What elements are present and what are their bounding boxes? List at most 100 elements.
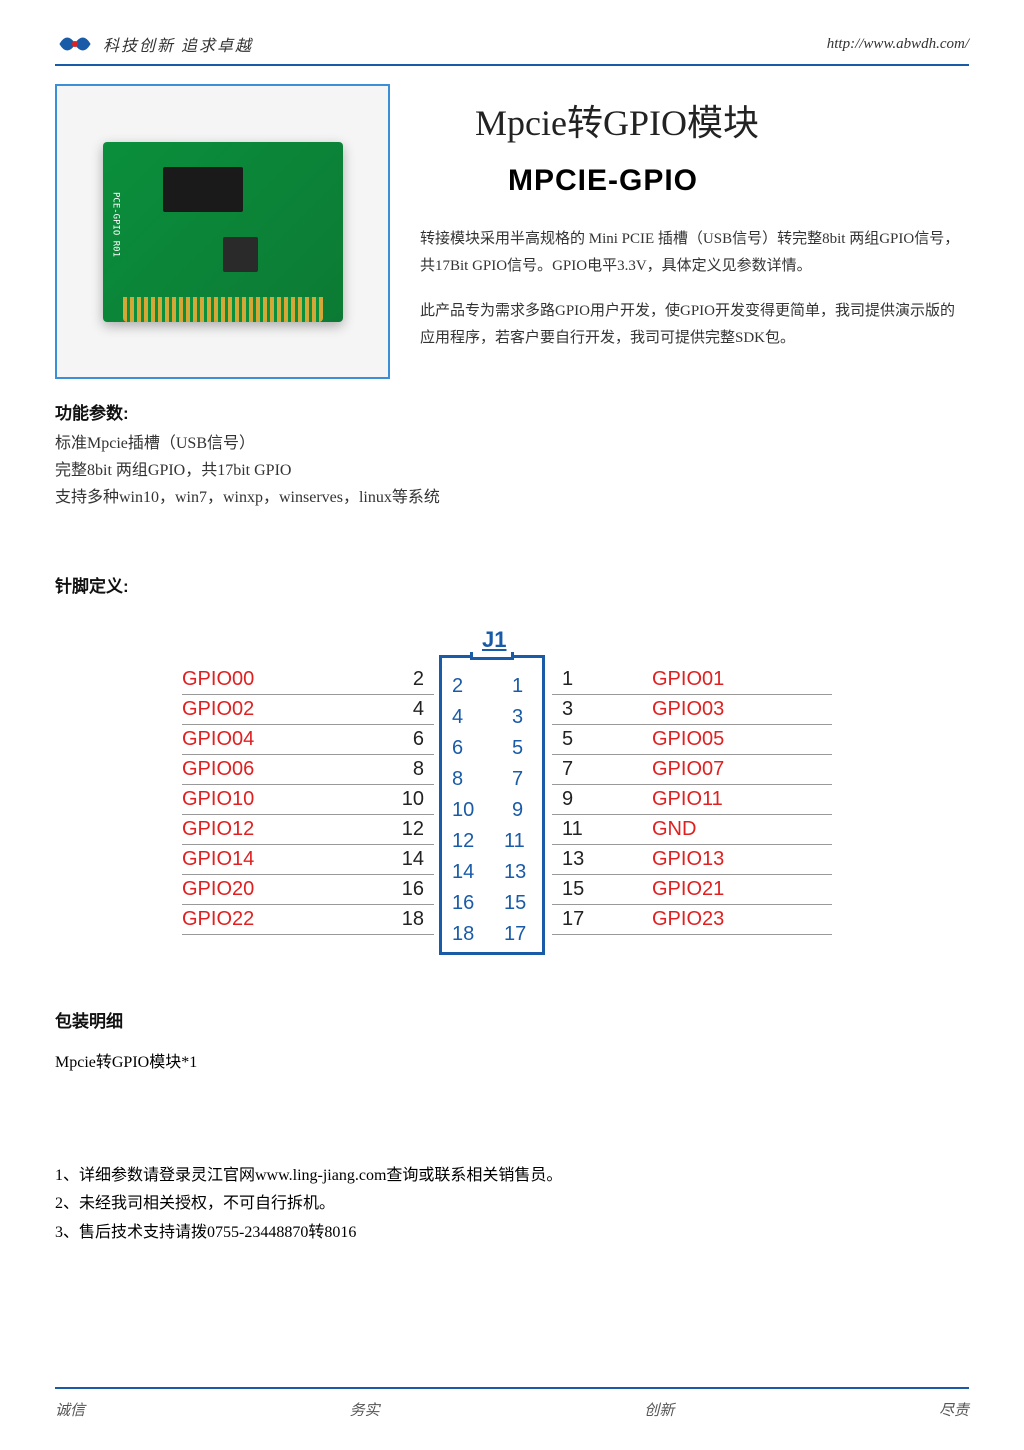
pin-row: 11GND <box>552 815 832 845</box>
pin-name: GPIO07 <box>652 758 724 781</box>
pin-number: 1 <box>562 668 592 691</box>
pin-name: GPIO12 <box>182 818 254 841</box>
specs-block: 标准Mpcie插槽（USB信号） 完整8bit 两组GPIO，共17bit GP… <box>55 430 969 512</box>
inner-pin-number: 14 <box>452 861 474 884</box>
pin-row: GPIO06 8 <box>182 755 434 785</box>
pin-row: 3GPIO03 <box>552 695 832 725</box>
pin-row: GPIO12 12 <box>182 815 434 845</box>
pin-number: 13 <box>562 848 592 871</box>
inner-pin-number: 16 <box>452 892 474 915</box>
pin-number: 9 <box>562 788 592 811</box>
note-line: 2、未经我司相关授权，不可自行拆机。 <box>55 1190 969 1219</box>
top-section: PCE-GPIO R01 Mpcie转GPIO模块 MPCIE-GPIO 转接模… <box>55 84 969 379</box>
note-line: 1、详细参数请登录灵江官网www.ling-jiang.com查询或联系相关销售… <box>55 1162 969 1191</box>
pin-row: GPIO04 6 <box>182 725 434 755</box>
logo-icon <box>55 30 95 58</box>
pin-name: GPIO23 <box>652 908 724 931</box>
inner-pin-number: 1 <box>512 675 523 698</box>
pin-name: GPIO00 <box>182 668 254 691</box>
pin-name: GPIO14 <box>182 848 254 871</box>
pin-name: GPIO11 <box>652 788 723 811</box>
spec-line: 标准Mpcie插槽（USB信号） <box>55 430 969 457</box>
pin-left-column: GPIO002GPIO024GPIO046GPIO068GPIO1010GPIO… <box>182 665 434 935</box>
note-line: 3、售后技术支持请拨0755-23448870转8016 <box>55 1219 969 1248</box>
pin-name: GPIO21 <box>652 878 724 901</box>
pin-number: 16 <box>402 878 424 901</box>
pin-name: GPIO06 <box>182 758 254 781</box>
page-header: 科技创新 追求卓越 http://www.abwdh.com/ <box>55 30 969 66</box>
pin-name: GPIO13 <box>652 848 724 871</box>
pin-number: 18 <box>402 908 424 931</box>
inner-pin-number: 17 <box>504 923 526 946</box>
inner-pin-number: 2 <box>452 675 463 698</box>
pin-diagram: J1 246810121416181357911131517 GPIO002GP… <box>162 627 862 957</box>
inner-pin-number: 3 <box>512 706 523 729</box>
connector-label: J1 <box>482 627 506 653</box>
pin-number: 12 <box>402 818 424 841</box>
pin-number: 2 <box>413 668 424 691</box>
pin-row: 1 GPIO01 <box>552 665 832 695</box>
inner-pin-number: 13 <box>504 861 526 884</box>
pin-row: GPIO1010 <box>182 785 434 815</box>
pin-name: GPIO04 <box>182 728 254 751</box>
inner-pin-number: 18 <box>452 923 474 946</box>
inner-pin-number: 7 <box>512 768 523 791</box>
pin-number: 8 <box>413 758 424 781</box>
pin-number: 15 <box>562 878 592 901</box>
pin-row: 13 GPIO13 <box>552 845 832 875</box>
description-1: 转接模块采用半高规格的 Mini PCIE 插槽（USB信号）转完整8bit 两… <box>420 226 969 280</box>
pin-number: 7 <box>562 758 592 781</box>
notes-section: 1、详细参数请登录灵江官网www.ling-jiang.com查询或联系相关销售… <box>55 1162 969 1248</box>
pin-name: GPIO10 <box>182 788 254 811</box>
inner-pin-number: 15 <box>504 892 526 915</box>
footer-word: 创新 <box>644 1399 674 1420</box>
pin-name: GND <box>652 818 696 841</box>
inner-pin-number: 12 <box>452 830 474 853</box>
pin-row: GPIO2016 <box>182 875 434 905</box>
pindef-title: 针脚定义: <box>55 572 969 597</box>
pin-row: 9 GPIO11 <box>552 785 832 815</box>
inner-pin-number: 10 <box>452 799 474 822</box>
pin-number: 3 <box>562 698 592 721</box>
description-2: 此产品专为需求多路GPIO用户开发，使GPIO开发变得更简单，我司提供演示版的应… <box>420 298 969 352</box>
page-footer: 诚信 务实 创新 尽责 <box>55 1387 969 1420</box>
pin-row: 15 GPIO21 <box>552 875 832 905</box>
pin-name: GPIO05 <box>652 728 724 751</box>
pin-number: 5 <box>562 728 592 751</box>
connector-notch <box>470 652 514 660</box>
pin-row: GPIO14 14 <box>182 845 434 875</box>
footer-word: 尽责 <box>939 1399 969 1420</box>
pin-number: 4 <box>413 698 424 721</box>
pin-row: 5 GPIO05 <box>552 725 832 755</box>
pcb-illustration: PCE-GPIO R01 <box>103 142 343 322</box>
pin-number: 17 <box>562 908 592 931</box>
pin-row: GPIO22 18 <box>182 905 434 935</box>
specs-title: 功能参数: <box>55 399 969 424</box>
pin-row: 7 GPIO07 <box>552 755 832 785</box>
inner-pin-number: 8 <box>452 768 463 791</box>
inner-pin-number: 11 <box>504 830 525 853</box>
inner-pin-number: 6 <box>452 737 463 760</box>
pin-name: GPIO02 <box>182 698 254 721</box>
spec-line: 完整8bit 两组GPIO，共17bit GPIO <box>55 457 969 484</box>
footer-word: 诚信 <box>55 1399 85 1420</box>
inner-pin-number: 5 <box>512 737 523 760</box>
header-url: http://www.abwdh.com/ <box>827 36 969 53</box>
inner-pin-number: 9 <box>512 799 523 822</box>
pin-name: GPIO22 <box>182 908 254 931</box>
pin-definition-section: 针脚定义: J1 246810121416181357911131517 GPI… <box>55 572 969 957</box>
pin-name: GPIO01 <box>652 668 724 691</box>
sub-title: MPCIE-GPIO <box>508 164 969 198</box>
package-item: Mpcie转GPIO模块*1 <box>55 1048 969 1072</box>
pin-number: 6 <box>413 728 424 751</box>
tagline: 科技创新 追求卓越 <box>103 32 253 56</box>
inner-pin-number: 4 <box>452 706 463 729</box>
spec-line: 支持多种win10，win7，winxp，winserves，linux等系统 <box>55 484 969 511</box>
package-section: 包装明细 Mpcie转GPIO模块*1 <box>55 1007 969 1072</box>
logo-area: 科技创新 追求卓越 <box>55 30 253 58</box>
pin-row: GPIO00 2 <box>182 665 434 695</box>
pin-row: 17 GPIO23 <box>552 905 832 935</box>
pin-number: 14 <box>402 848 424 871</box>
title-block: Mpcie转GPIO模块 MPCIE-GPIO 转接模块采用半高规格的 Mini… <box>420 84 969 379</box>
footer-word: 务实 <box>350 1399 380 1420</box>
